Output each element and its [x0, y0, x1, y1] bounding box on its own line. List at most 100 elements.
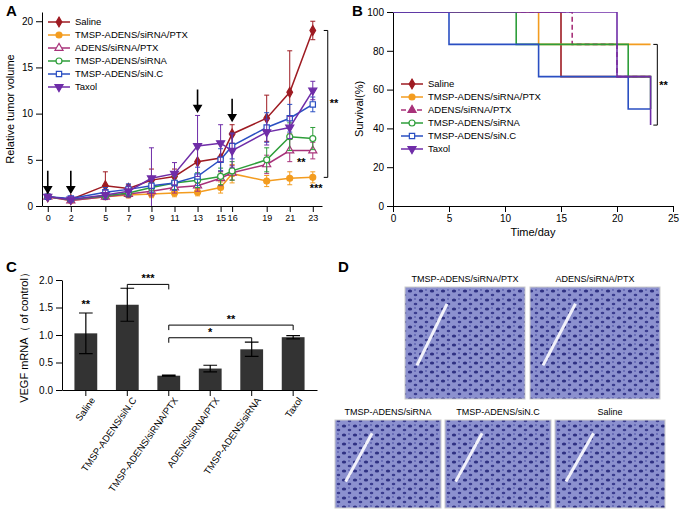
- x-tick-mark: [151, 206, 152, 212]
- y-tick: 100: [367, 7, 393, 18]
- significance-label: **: [82, 298, 91, 310]
- legend-label: TMSP-ADENS/siRNA/PTX: [428, 91, 542, 102]
- plot-area: [44, 21, 317, 206]
- series: [45, 97, 315, 201]
- x-tick-label: 16: [228, 213, 238, 223]
- x-tick-mark: [85, 390, 86, 396]
- x-tick: 10: [500, 206, 512, 224]
- survival-line: [393, 12, 651, 109]
- error-bar: [162, 375, 176, 376]
- error-bar: [245, 342, 259, 356]
- y-tick-mark: [36, 114, 42, 115]
- x-tick: 25: [668, 206, 680, 224]
- y-tick: 0: [27, 201, 42, 212]
- image-streak: [566, 433, 594, 481]
- image-streak: [456, 433, 483, 481]
- image-label: Saline: [597, 407, 622, 417]
- legend-swatch-marker: [56, 32, 62, 38]
- histology-image: [555, 420, 665, 508]
- x-tick-label: 19: [262, 213, 272, 223]
- legend-label: TMSP-ADENS/siN.C: [75, 68, 163, 79]
- legend: SalineTMSP-ADENS/siRNA/PTXADENS/siRNA/PT…: [48, 16, 189, 92]
- legend-label: ADENS/siRNA/PTX: [75, 42, 159, 53]
- legend-swatch-marker: [409, 79, 415, 89]
- y-tick-label: 100: [367, 7, 384, 18]
- y-tick-label: 10: [22, 108, 34, 119]
- data-point: [217, 174, 225, 181]
- y-tick-mark: [387, 206, 393, 207]
- x-tick-mark: [127, 390, 128, 396]
- histology-image: [530, 287, 660, 399]
- figure: 025791113151619212305101520Relative tumo…: [0, 0, 685, 510]
- y-tick-mark: [36, 67, 42, 68]
- x-tick-mark: [251, 390, 252, 396]
- legend-swatch-marker: [409, 120, 415, 126]
- x-tick-mark: [313, 206, 314, 212]
- y-tick-mark: [387, 128, 393, 129]
- x-tick-label: 2: [69, 213, 74, 223]
- legend: SalineTMSP-ADENS/siRNA/PTXADENS/siRNA/PT…: [401, 78, 542, 154]
- legend-label: Taxol: [75, 81, 97, 92]
- panel-letter: D: [338, 258, 349, 275]
- image-streak: [543, 304, 576, 366]
- legend-item: Taxol: [401, 143, 450, 154]
- x-tick: 15: [556, 206, 568, 224]
- x-tick-label: Taxol: [283, 395, 305, 419]
- data-point: [124, 189, 132, 196]
- significance-label: **: [297, 156, 306, 168]
- legend-swatch-marker: [56, 71, 61, 76]
- survival-line: [393, 12, 651, 109]
- error-bar: [203, 365, 217, 372]
- y-tick-label: 0.5: [39, 357, 53, 368]
- legend-label: Saline: [75, 16, 101, 27]
- legend-label: Taxol: [428, 143, 450, 154]
- x-tick-mark: [449, 206, 450, 212]
- y-tick: 40: [373, 123, 393, 134]
- x-tick-mark: [128, 206, 129, 212]
- series-line: [48, 151, 313, 201]
- y-axis: 020406080100: [367, 7, 393, 212]
- legend-item: Taxol: [48, 81, 97, 92]
- figure-root: 025791113151619212305101520Relative tumo…: [0, 0, 685, 510]
- y-axis: 05101520: [22, 13, 43, 212]
- series-line: [48, 91, 313, 200]
- x-axis-title: Time/day: [511, 226, 556, 238]
- series: [44, 139, 317, 202]
- x-tick: 2: [69, 206, 74, 223]
- data-point: [310, 102, 315, 107]
- x-tick: 11: [170, 206, 179, 223]
- y-tick-label: 20: [22, 16, 34, 27]
- survival-line: [393, 12, 651, 125]
- x-tick: 9: [149, 206, 154, 223]
- legend-label: Saline: [428, 78, 454, 89]
- data-point: [194, 144, 202, 151]
- x-tick: 19: [262, 206, 272, 223]
- data-point: [287, 87, 293, 97]
- x-tick-label: 5: [103, 213, 108, 223]
- x-tick-label: TMSP-ADENS/siRNA: [201, 395, 263, 477]
- y-tick: 15: [22, 62, 42, 73]
- y-tick-mark: [36, 21, 42, 22]
- y-tick: 80: [373, 46, 393, 57]
- y-tick-label: 0.0: [39, 385, 53, 396]
- x-tick-label: 15: [216, 213, 226, 223]
- data-point: [101, 193, 109, 200]
- x-tick-mark: [105, 206, 106, 212]
- y-tick: 1.0: [39, 330, 62, 341]
- x-axis: 0257911131516192123: [43, 206, 323, 223]
- x-tick-label: 15: [556, 213, 568, 224]
- y-tick-label: 60: [373, 84, 385, 95]
- data-point: [287, 175, 293, 181]
- data-point: [101, 192, 109, 199]
- x-tick-mark: [71, 206, 72, 212]
- image-label: TMSP-ADENS/siRNA/PTX: [411, 274, 518, 284]
- legend-item: ADENS/siRNA/PTX: [48, 42, 159, 53]
- y-tick-mark: [387, 12, 393, 13]
- data-point: [147, 176, 155, 183]
- x-tick-mark: [198, 206, 199, 212]
- x-tick: Taxol: [283, 390, 305, 420]
- significance-bracket: [324, 30, 328, 177]
- error-bar: [287, 172, 292, 185]
- x-tick-mark: [48, 206, 49, 212]
- y-tick-mark: [56, 308, 62, 309]
